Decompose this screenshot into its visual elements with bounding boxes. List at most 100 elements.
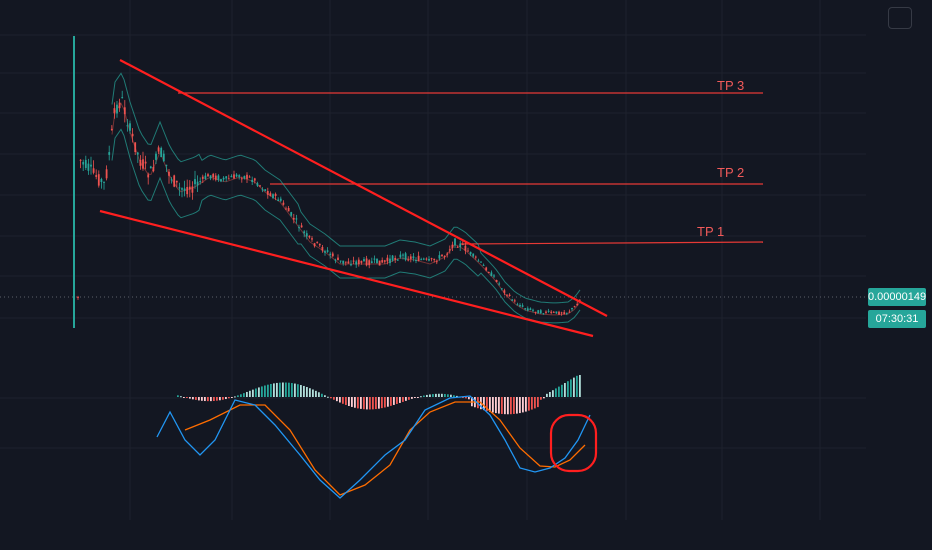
macd-histogram-bar-down	[381, 397, 383, 409]
candle-up	[542, 313, 545, 315]
candle-up	[170, 179, 173, 181]
macd-histogram-bar-down	[351, 397, 353, 407]
highlight-circle	[549, 413, 598, 473]
candle-down	[360, 260, 363, 263]
macd-histogram-bar-up	[234, 396, 236, 398]
macd-panel	[156, 375, 598, 499]
macd-histogram-bar-up	[423, 395, 425, 397]
candle-down	[417, 255, 420, 261]
current-price-badge: 0.00000149	[868, 288, 926, 306]
macd-histogram-bar-down	[486, 397, 488, 411]
macd-histogram-bar-up	[432, 394, 434, 397]
candle-down	[308, 235, 311, 238]
macd-histogram-bar-up	[288, 382, 290, 397]
macd-histogram-bar-down	[219, 397, 221, 401]
candle-down	[352, 260, 355, 262]
macd-histogram-bar-down	[231, 397, 233, 398]
candle-up	[324, 251, 326, 253]
macd-histogram-bar-down	[363, 397, 365, 410]
chart-grid	[0, 0, 866, 520]
candle-up	[103, 181, 105, 183]
macd-histogram-bar-up	[324, 395, 326, 397]
candle-down	[77, 296, 79, 298]
macd-line	[156, 395, 591, 499]
macd-histogram-bar-down	[366, 397, 368, 410]
macd-histogram-bar-up	[303, 385, 305, 397]
candle-down	[513, 300, 516, 302]
candle-up	[84, 159, 87, 168]
candle-up	[539, 310, 542, 314]
candle-up	[261, 189, 264, 191]
macd-histogram-bar-up	[552, 390, 554, 397]
candle-up	[204, 175, 207, 180]
candle-up	[181, 188, 183, 190]
macd-histogram-bar-down	[507, 397, 509, 415]
macd-histogram-bar-up	[318, 392, 320, 397]
candle-down	[563, 312, 566, 315]
macd-histogram-bar-up	[315, 390, 317, 397]
macd-histogram-bar-down	[339, 397, 341, 403]
candle-up	[412, 256, 415, 259]
macd-histogram-bar-up	[282, 382, 284, 397]
candle-up	[482, 264, 485, 266]
candle-down	[386, 257, 389, 262]
candle-up	[399, 254, 402, 258]
candle-down	[487, 272, 490, 273]
candle-down	[560, 312, 563, 314]
candle-down	[474, 256, 477, 258]
tp1-label: TP 1	[697, 224, 724, 239]
macd-histogram-bar-down	[528, 397, 530, 411]
take-profit-lines	[178, 92, 764, 245]
candle-up	[295, 218, 298, 220]
macd-histogram-bar-down	[198, 397, 200, 401]
chart-settings-button[interactable]	[888, 7, 912, 29]
candle-down	[123, 107, 126, 115]
candle-up	[329, 253, 332, 255]
candle-down	[485, 267, 488, 271]
candle-down	[240, 178, 243, 180]
candle-up	[272, 194, 274, 198]
candle-up	[498, 283, 501, 285]
macd-histogram-bar-up	[561, 384, 563, 397]
tp1-line	[459, 241, 764, 245]
candle-up	[87, 163, 90, 171]
candle-down	[368, 260, 371, 266]
macd-histogram-bar-down	[216, 397, 218, 401]
candle-down	[365, 258, 368, 266]
macd-histogram-bar-down	[525, 397, 527, 412]
macd-histogram-bar-up	[564, 383, 566, 397]
candle-up	[290, 212, 293, 216]
candle-up	[82, 162, 85, 165]
candle-up	[196, 181, 199, 186]
bar-countdown-badge: 07:30:31	[868, 310, 926, 328]
wedge-upper-line	[119, 59, 608, 317]
macd-histogram-bar-up	[435, 393, 437, 397]
macd-histogram-bar-down	[372, 397, 374, 410]
macd-histogram-bar-down	[411, 397, 413, 399]
candle-down	[248, 176, 251, 178]
macd-histogram-bar-down	[183, 397, 185, 398]
macd-histogram-bar-down	[225, 397, 227, 400]
candle-down	[446, 253, 449, 255]
candle-up	[376, 258, 378, 264]
macd-histogram-bar-down	[414, 397, 416, 398]
candle-down	[300, 225, 303, 228]
macd-histogram-bar-down	[210, 397, 212, 402]
macd-histogram-bar-down	[357, 397, 359, 409]
macd-histogram-bar-up	[573, 377, 575, 397]
macd-histogram-bar-up	[456, 395, 458, 397]
candle-down	[534, 311, 537, 313]
candle-up	[477, 260, 480, 262]
candle-up	[209, 175, 212, 179]
take-profit-labels: TP 3 TP 2 TP 1	[697, 78, 744, 239]
macd-histogram-bar-down	[513, 397, 515, 414]
candle-down	[441, 254, 443, 257]
macd-histogram-bar-up	[306, 387, 308, 397]
candle-up	[126, 125, 129, 127]
candle-up	[298, 227, 300, 229]
macd-histogram-bar-down	[405, 397, 407, 401]
macd-histogram-bar-down	[498, 397, 500, 414]
candle-down	[188, 186, 191, 190]
macd-histogram-bar-up	[258, 387, 260, 397]
